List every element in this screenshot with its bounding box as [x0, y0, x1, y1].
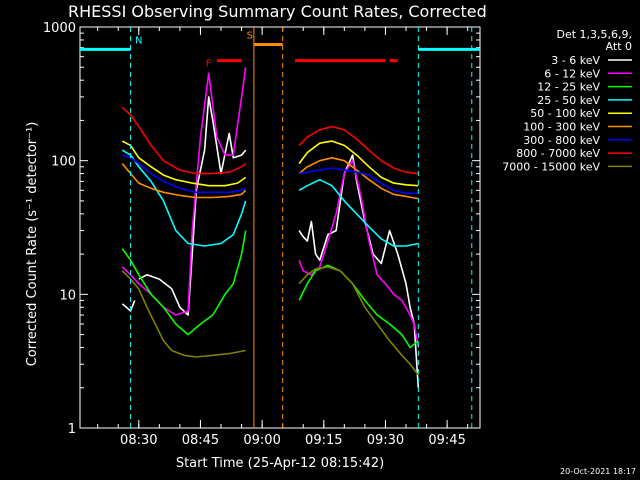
- legend-label: 25 - 50 keV: [537, 94, 600, 107]
- footer-timestamp: 20-Oct-2021 18:17: [560, 467, 636, 476]
- x-tick-label: 09:00: [243, 433, 280, 448]
- legend-label: 7000 - 15000 keV: [502, 160, 600, 173]
- series-line-6: [122, 154, 419, 195]
- series-group: [121, 67, 420, 388]
- legend-label: 3 - 6 keV: [551, 54, 600, 67]
- legend-label: 100 - 300 keV: [523, 121, 600, 134]
- flag-group: N F S: [80, 27, 480, 428]
- y-tick-label: 1000: [43, 21, 76, 36]
- legend-title-line-2: Att 0: [606, 40, 632, 53]
- y-axis-label: Corrected Count Rate (s⁻¹ detector⁻¹): [25, 122, 40, 367]
- legend-label: 12 - 25 keV: [537, 81, 600, 94]
- x-axis: 08:30 08:45 09:00 09:15 09:30 09:45: [97, 27, 469, 448]
- series-line-2: [121, 230, 419, 349]
- y-tick-label: 10: [59, 288, 76, 303]
- x-tick-label: 08:30: [120, 433, 157, 448]
- series-line-5: [121, 157, 419, 200]
- series-line-7: [121, 106, 419, 175]
- chart-title: RHESSI Observing Summary Count Rates, Co…: [68, 2, 487, 21]
- y-axis: 1 10 100 1000: [43, 21, 480, 437]
- legend-label: 50 - 100 keV: [530, 107, 600, 120]
- x-tick-label: 09:30: [367, 433, 404, 448]
- legend-label: 800 - 7000 keV: [516, 147, 600, 160]
- series-line-8: [121, 266, 419, 376]
- series-line-3: [121, 149, 419, 247]
- legend-label: 6 - 12 keV: [544, 67, 600, 80]
- x-axis-label: Start Time (25-Apr-12 08:15:42): [176, 456, 384, 471]
- y-tick-label: 100: [51, 155, 76, 170]
- flag-label: F: [206, 59, 212, 70]
- plot-border: [79, 26, 481, 429]
- series-line-4: [121, 140, 419, 187]
- y-tick-label: 1: [68, 422, 76, 437]
- legend-label: 300 - 800 keV: [523, 134, 600, 147]
- flag-label: N: [135, 35, 142, 46]
- plot-frame: [79, 26, 481, 429]
- flag-label: S: [247, 30, 253, 41]
- x-tick-label: 09:45: [428, 433, 465, 448]
- x-tick-label: 09:15: [305, 433, 342, 448]
- x-tick-label: 08:45: [182, 433, 219, 448]
- legend-title-line-1: Det 1,3,5,6,9,: [556, 28, 632, 41]
